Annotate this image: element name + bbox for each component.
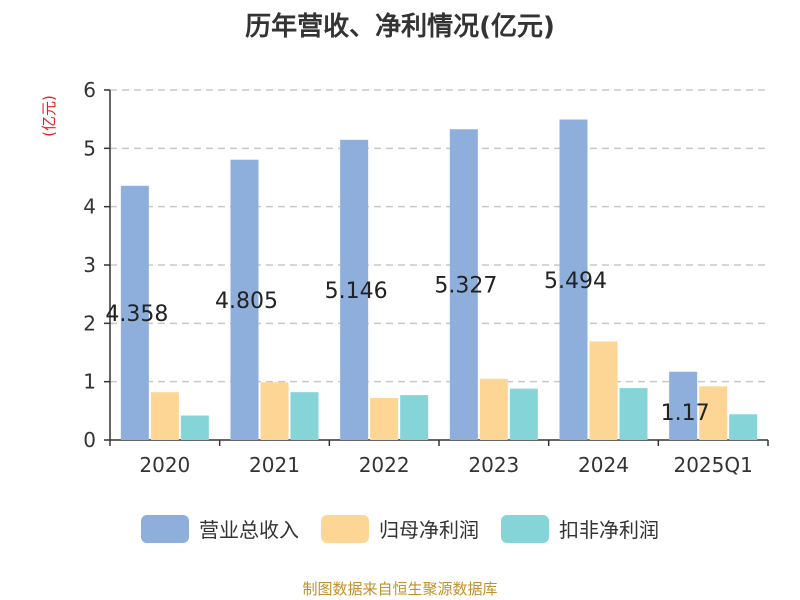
bar-deducted-net-profit bbox=[290, 392, 319, 440]
data-label-revenue: 4.805 bbox=[215, 289, 278, 314]
legend-item-net-profit[interactable]: 归母净利润 bbox=[321, 514, 479, 543]
y-tick-label: 1 bbox=[83, 370, 96, 394]
bar-revenue bbox=[559, 119, 588, 441]
y-tick-label: 6 bbox=[83, 78, 96, 102]
bar-net-profit bbox=[150, 392, 179, 440]
y-axis-label: (亿元) bbox=[40, 95, 58, 137]
data-label-revenue: 5.146 bbox=[325, 279, 388, 304]
bar-net-profit bbox=[370, 398, 399, 440]
legend-label-deducted-net-profit: 扣非净利润 bbox=[559, 518, 659, 542]
data-label-revenue: 1.17 bbox=[661, 401, 710, 426]
bar-deducted-net-profit bbox=[509, 388, 538, 440]
bar-revenue bbox=[449, 129, 478, 440]
legend-item-deducted-net-profit[interactable]: 扣非净利润 bbox=[501, 514, 659, 543]
x-tick-label: 2022 bbox=[359, 453, 410, 477]
legend-label-net-profit: 归母净利润 bbox=[379, 518, 479, 542]
bar-revenue bbox=[230, 159, 259, 441]
bar-deducted-net-profit bbox=[400, 395, 429, 440]
bar-deducted-net-profit bbox=[729, 414, 758, 440]
y-tick-label: 5 bbox=[83, 136, 96, 160]
bar-revenue bbox=[669, 371, 698, 440]
y-tick-label: 3 bbox=[83, 253, 96, 277]
y-tick-label: 4 bbox=[83, 195, 96, 219]
bar-net-profit bbox=[699, 386, 728, 440]
bar-net-profit bbox=[260, 382, 289, 440]
legend-item-revenue[interactable]: 营业总收入 bbox=[141, 514, 299, 543]
bar-deducted-net-profit bbox=[180, 415, 209, 440]
legend-swatch-revenue bbox=[141, 514, 189, 543]
x-tick-label: 2021 bbox=[249, 453, 300, 477]
bar-net-profit bbox=[589, 341, 618, 440]
data-label-revenue: 5.327 bbox=[434, 274, 497, 299]
bar-revenue bbox=[120, 185, 149, 440]
x-tick-label: 2025Q1 bbox=[673, 453, 752, 477]
bar-revenue bbox=[340, 139, 369, 441]
legend-label-revenue: 营业总收入 bbox=[199, 518, 299, 542]
y-tick-label: 2 bbox=[83, 311, 96, 335]
data-source-note: 制图数据来自恒生聚源数据库 bbox=[302, 580, 498, 598]
x-tick-label: 2023 bbox=[468, 453, 519, 477]
data-label-revenue: 4.358 bbox=[105, 302, 168, 327]
y-tick-label: 0 bbox=[83, 428, 96, 452]
data-label-revenue: 5.494 bbox=[544, 269, 607, 294]
bar-deducted-net-profit bbox=[619, 388, 648, 440]
bar-net-profit bbox=[479, 378, 508, 440]
legend: 营业总收入 归母净利润 扣非净利润 bbox=[0, 514, 800, 543]
legend-swatch-net-profit bbox=[321, 514, 369, 543]
chart-title: 历年营收、净利情况(亿元) bbox=[245, 12, 555, 42]
legend-swatch-deducted-net-profit bbox=[501, 514, 549, 543]
x-tick-label: 2020 bbox=[139, 453, 190, 477]
x-tick-label: 2024 bbox=[578, 453, 629, 477]
